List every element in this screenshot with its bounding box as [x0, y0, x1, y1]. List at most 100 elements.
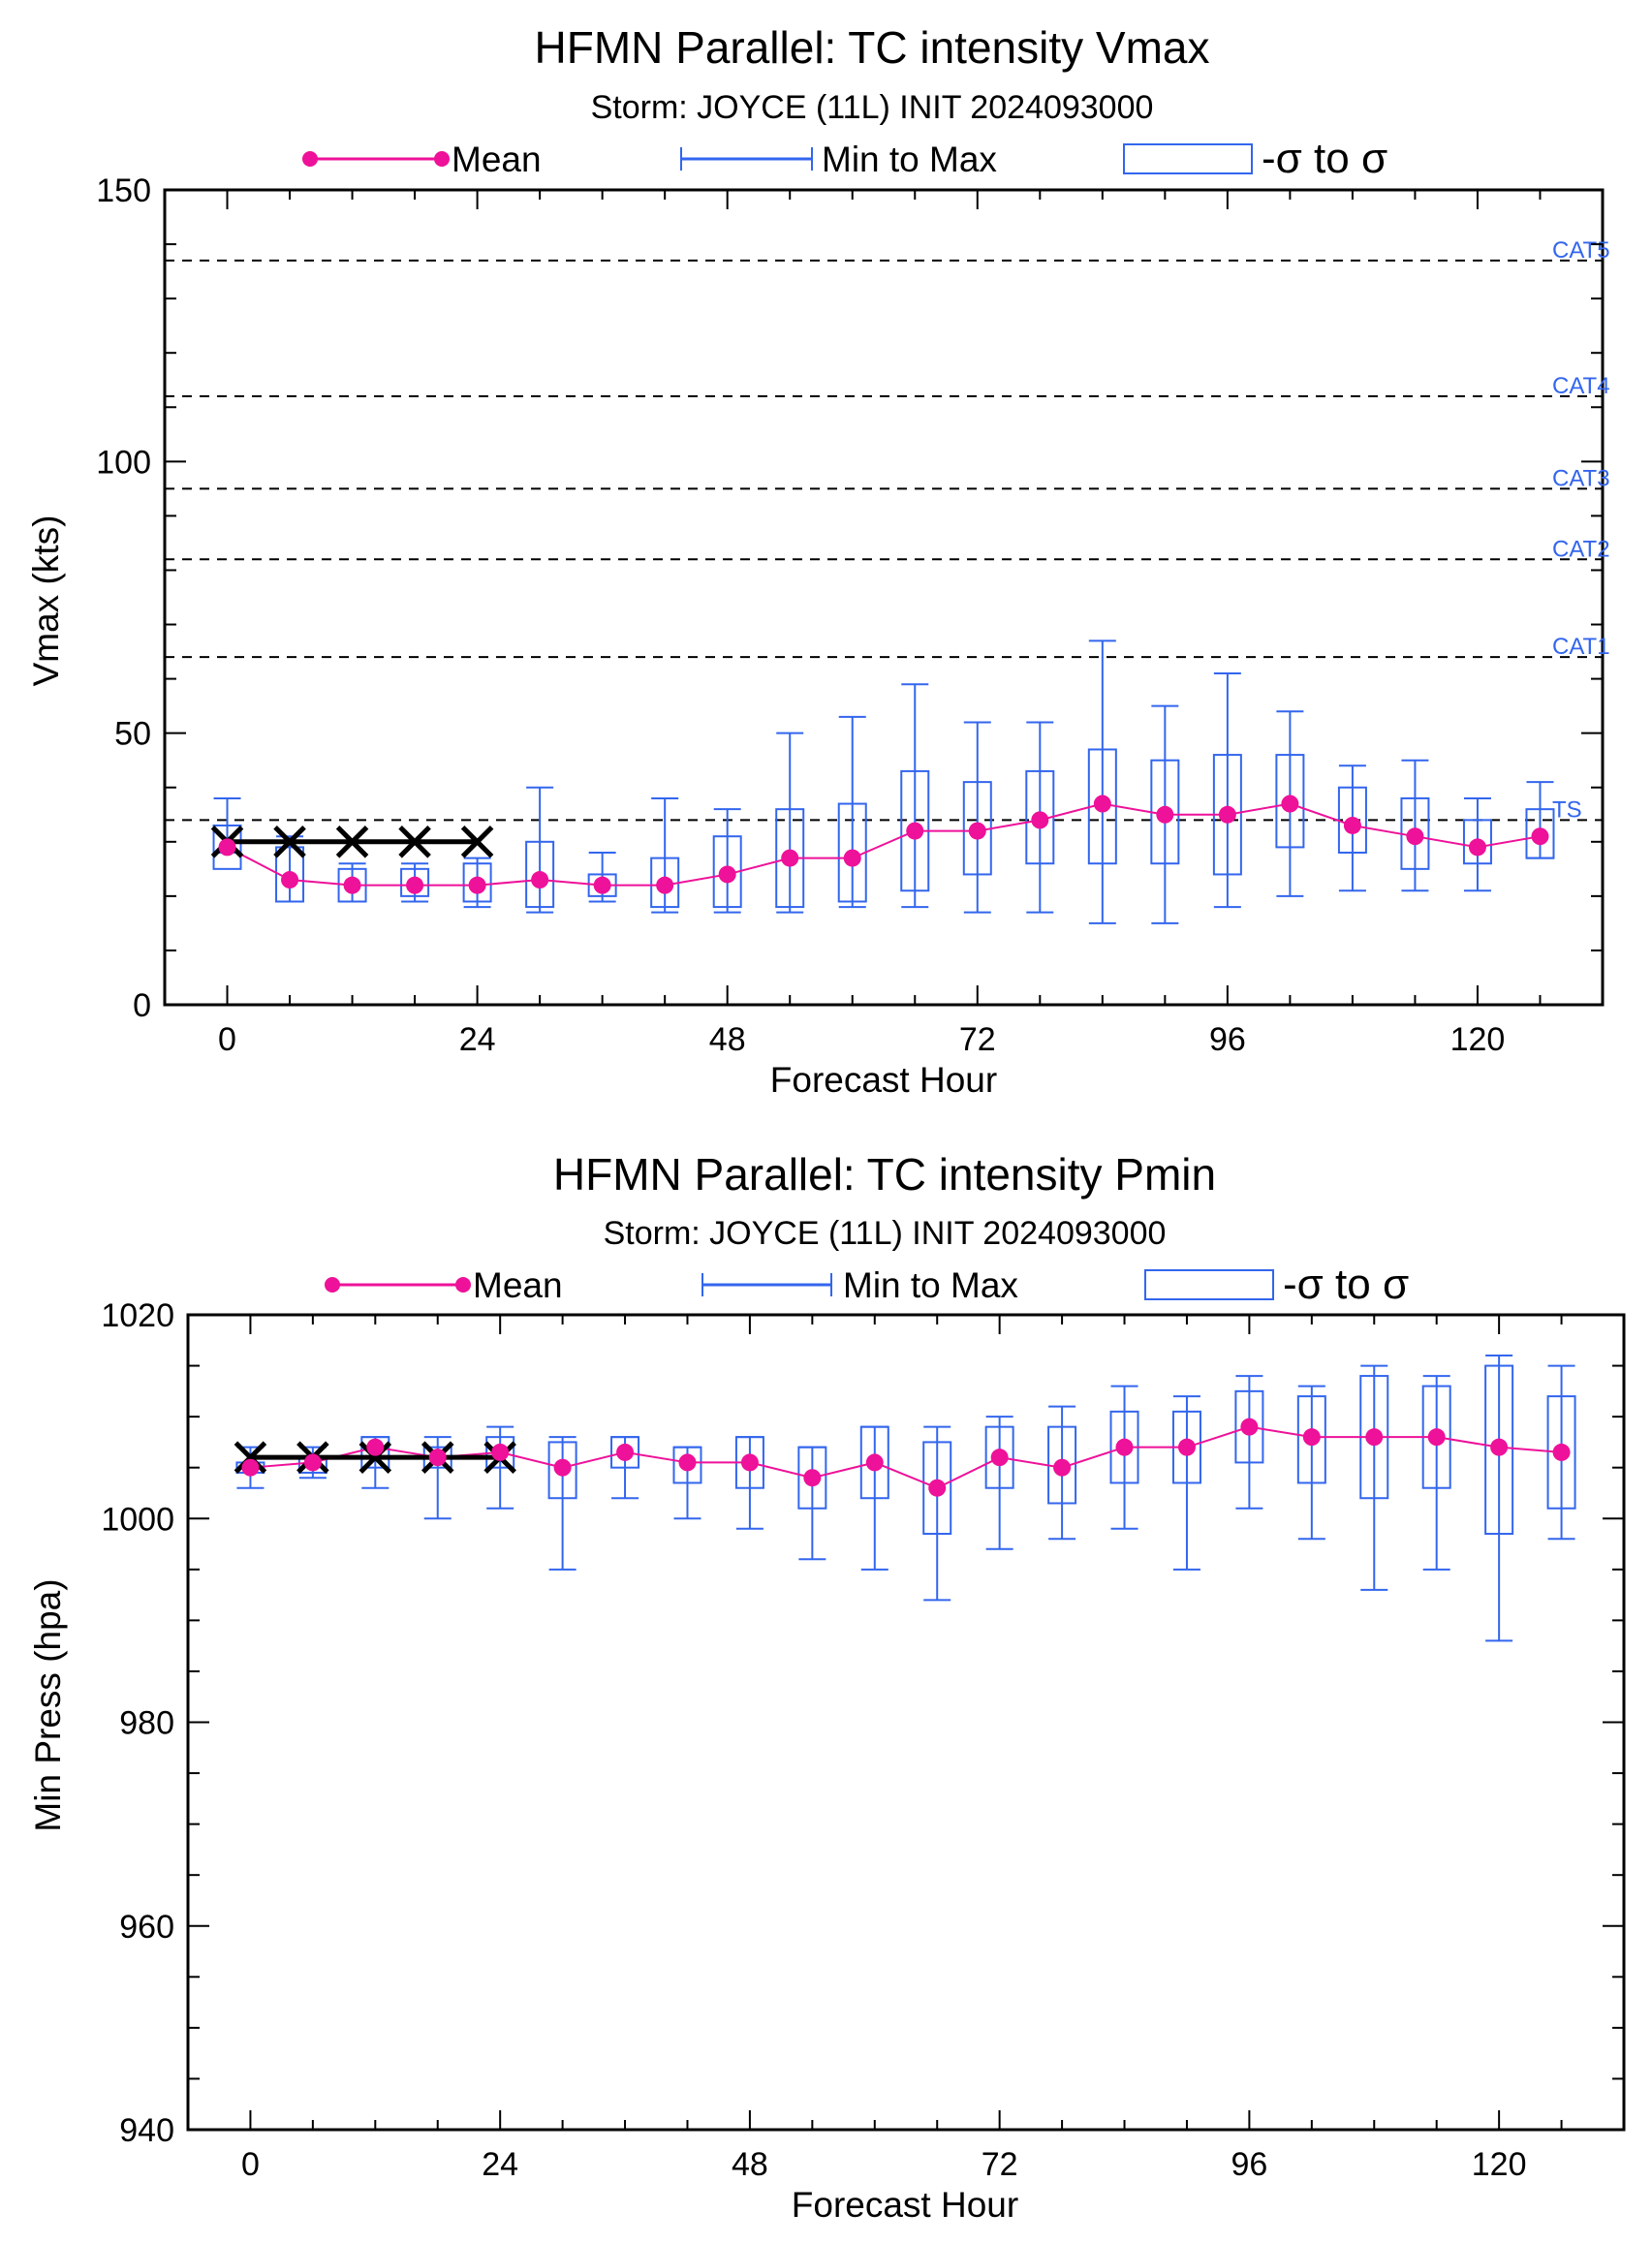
sigma-box	[984, 1425, 1014, 1489]
pmin-legend: Mean Min to Max -σ to σ	[325, 1261, 1409, 1308]
best-track-x-marker	[234, 1441, 267, 1474]
pmin-axis-ticks: 0 24 48 72 96 120 940 960 980 1000 1020	[101, 1297, 1624, 2183]
x-tick-label: 0	[241, 2146, 260, 2183]
mean-point	[366, 1438, 385, 1456]
y-tick-label: 980	[119, 1705, 174, 1742]
mean-point	[468, 876, 486, 894]
mean-line	[227, 802, 1541, 887]
pmin-data-marks	[234, 1355, 1576, 1642]
mean-point	[1365, 1428, 1384, 1447]
mean-point	[1177, 1438, 1196, 1456]
y-tick-label: 940	[119, 2112, 174, 2149]
mean-point	[241, 1458, 260, 1477]
y-tick-label: 50	[114, 716, 151, 753]
x-tick-label: 96	[1231, 2146, 1267, 2183]
x-tick-label: 24	[459, 1021, 496, 1058]
best-track-x-marker	[358, 1441, 392, 1474]
legend-mean-entry: Mean	[325, 1265, 563, 1305]
mean-point	[1240, 1418, 1259, 1436]
legend-mean-label: Mean	[452, 140, 542, 179]
sigma-box	[1462, 819, 1492, 865]
best-track-x-marker	[273, 826, 306, 858]
sigma-box	[547, 1441, 577, 1500]
threshold-label-cat2: CAT2	[1552, 536, 1610, 562]
y-tick-label: 100	[96, 444, 151, 481]
sigma-box	[400, 867, 430, 897]
legend-mean-marker-right	[455, 1277, 471, 1293]
pmin-chart-title: HFMN Parallel: TC intensity Pmin	[553, 1149, 1216, 1200]
mean-point	[678, 1453, 697, 1472]
mean-point	[1031, 811, 1049, 829]
vmax-y-axis-label: Vmax (kts)	[26, 515, 66, 687]
mean-point	[1490, 1438, 1509, 1456]
legend-sigma-label: -σ to σ	[1262, 135, 1387, 182]
mean-point	[303, 1453, 322, 1472]
threshold-label-cat4: CAT4	[1552, 373, 1610, 399]
sigma-box	[797, 1446, 827, 1510]
threshold-label-cat5: CAT5	[1552, 237, 1610, 264]
sigma-box	[610, 1436, 640, 1469]
x-tick-label: 48	[732, 2146, 768, 2183]
sigma-box	[360, 1436, 390, 1469]
pmin-chart-subtitle: Storm: JOYCE (11L) INIT 2024093000	[604, 1215, 1167, 1252]
vmax-chart-subtitle: Storm: JOYCE (11L) INIT 2024093000	[591, 89, 1154, 126]
vmax-axis-ticks: 0 24 48 72 96 120 0 50 100 150	[96, 172, 1603, 1058]
mean-point	[1115, 1438, 1134, 1456]
sigma-box	[462, 862, 492, 903]
threshold-label-cat1: CAT1	[1552, 634, 1610, 660]
mean-point	[740, 1453, 759, 1472]
sigma-box	[859, 1425, 889, 1500]
mean-point	[1343, 816, 1361, 834]
pmin-chart: HFMN Parallel: TC intensity Pmin Storm: …	[28, 1149, 1626, 2225]
pmin-x-axis-label: Forecast Hour	[792, 2185, 1018, 2225]
sigma-box	[922, 1441, 952, 1536]
y-tick-label: 1000	[101, 1501, 174, 1538]
y-tick-label: 0	[133, 987, 151, 1024]
vmax-chart: HFMN Parallel: TC intensity Vmax Storm: …	[26, 22, 1610, 1100]
x-tick-label: 72	[982, 2146, 1018, 2183]
mean-point	[616, 1443, 635, 1461]
legend-minmax-label: Min to Max	[843, 1265, 1018, 1305]
mean-point	[656, 876, 674, 894]
mean-point	[803, 1469, 822, 1487]
mean-point	[531, 871, 549, 889]
legend-mean-label: Mean	[473, 1265, 563, 1305]
y-tick-label: 150	[96, 172, 151, 209]
sigma-box	[275, 846, 305, 903]
mean-point	[928, 1479, 947, 1497]
y-tick-label: 960	[119, 1909, 174, 1946]
sigma-box	[212, 824, 242, 870]
sigma-box	[1234, 1389, 1264, 1464]
legend-mean-marker-left	[302, 151, 318, 167]
mean-point	[1093, 795, 1111, 813]
sigma-box	[1546, 1395, 1576, 1510]
vmax-data-marks	[210, 639, 1555, 924]
mean-point	[1053, 1458, 1072, 1477]
threshold-label-cat3: CAT3	[1552, 465, 1610, 491]
best-track-x-marker	[398, 826, 431, 858]
sigma-box	[1484, 1364, 1514, 1536]
mean-point	[718, 865, 736, 884]
mean-point	[1552, 1443, 1571, 1461]
mean-point	[428, 1449, 447, 1467]
mean-point	[553, 1458, 572, 1477]
mean-point	[781, 849, 799, 867]
sigma-box	[1296, 1395, 1326, 1484]
legend-mean-entry: Mean	[302, 140, 542, 179]
x-tick-label: 72	[959, 1021, 996, 1058]
mean-point	[1406, 827, 1424, 846]
x-tick-label: 0	[218, 1021, 236, 1058]
mean-point	[343, 876, 361, 894]
legend-sigma-entry: -σ to σ	[1123, 135, 1387, 182]
x-tick-label: 120	[1472, 2146, 1527, 2183]
sigma-box	[672, 1446, 702, 1484]
sigma-box	[525, 840, 555, 909]
mean-point	[1468, 838, 1486, 857]
x-tick-label: 96	[1209, 1021, 1246, 1058]
best-track-x-marker	[335, 826, 369, 858]
mean-point	[491, 1443, 510, 1461]
mean-point	[968, 822, 986, 840]
sigma-box	[1275, 754, 1305, 849]
mean-point	[218, 838, 236, 857]
